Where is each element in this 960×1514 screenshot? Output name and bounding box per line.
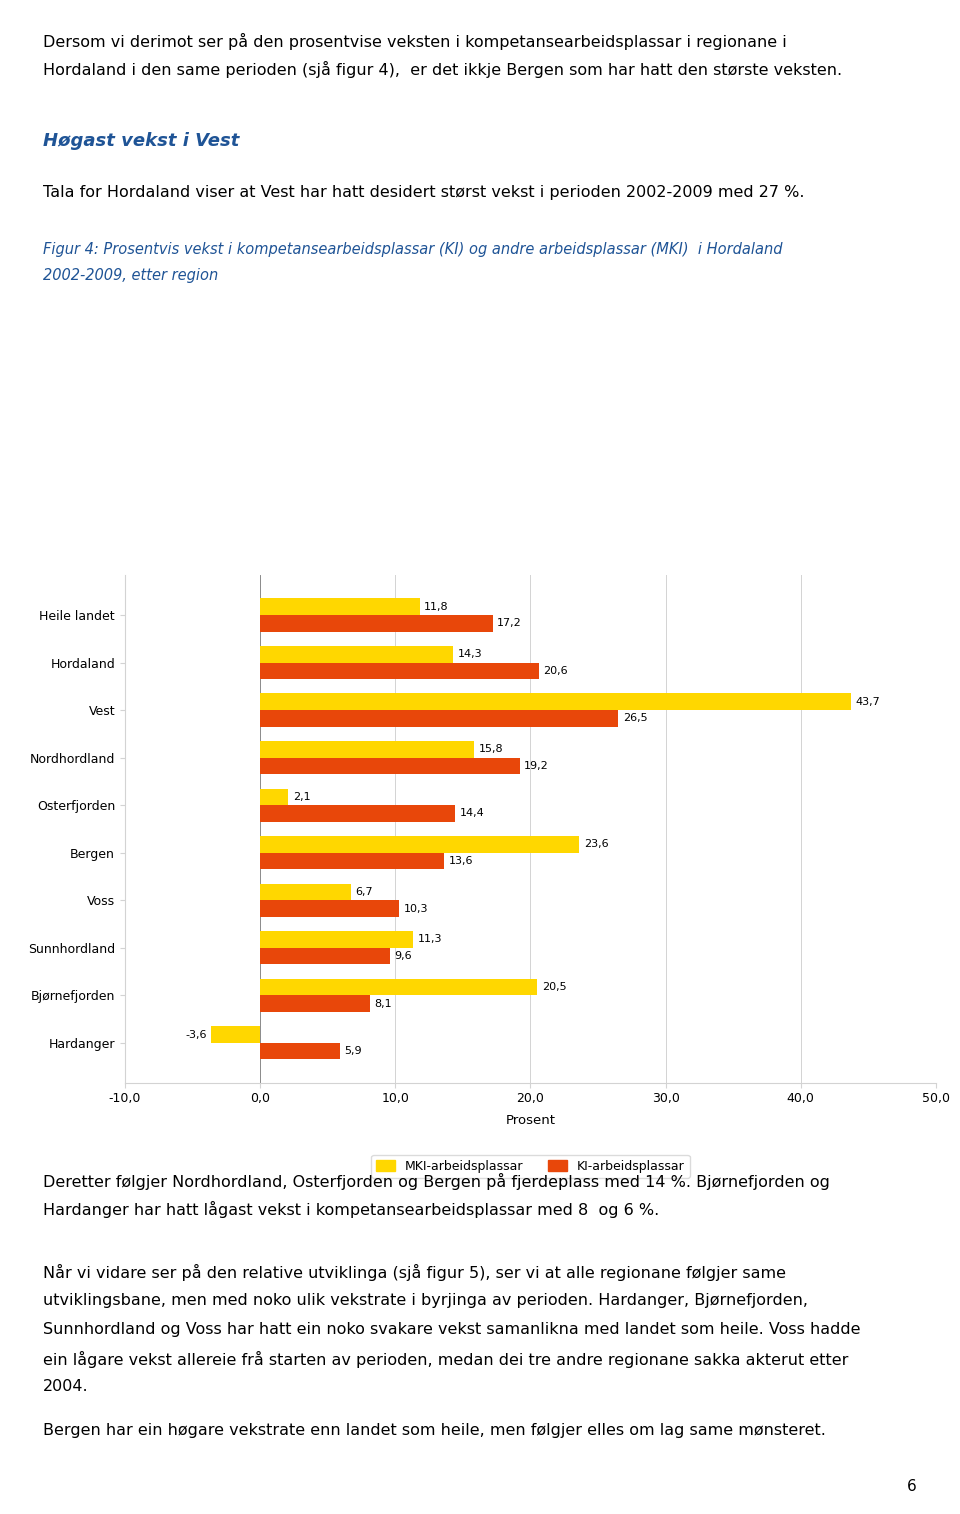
Bar [260,978,538,995]
Bar [260,789,288,805]
Text: 2002-2009, etter region: 2002-2009, etter region [43,268,219,283]
Bar [260,757,519,774]
Text: 10,3: 10,3 [404,904,428,913]
Text: Høgast vekst i Vest: Høgast vekst i Vest [43,132,240,150]
Text: 5,9: 5,9 [345,1046,362,1057]
Bar [260,740,473,757]
Bar [260,948,390,964]
Text: Dersom vi derimot ser på den prosentvise veksten i kompetansearbeidsplassar i re: Dersom vi derimot ser på den prosentvise… [43,33,787,50]
Text: Figur 4: Prosentvis vekst i kompetansearbeidsplassar (KI) og andre arbeidsplassa: Figur 4: Prosentvis vekst i kompetansear… [43,242,782,257]
Text: 14,4: 14,4 [460,808,484,819]
Text: Tala for Hordaland viser at Vest har hatt desidert størst vekst i perioden 2002-: Tala for Hordaland viser at Vest har hat… [43,185,804,200]
Bar [260,901,399,917]
Bar [260,710,618,727]
Text: 6,7: 6,7 [355,887,372,896]
Text: 19,2: 19,2 [524,762,549,771]
X-axis label: Prosent: Prosent [505,1114,556,1126]
Text: 23,6: 23,6 [584,839,609,849]
Bar [260,646,453,663]
Bar [260,615,492,631]
Text: 9,6: 9,6 [395,951,412,961]
Text: 14,3: 14,3 [458,650,483,659]
Text: 2004.: 2004. [43,1379,89,1394]
Bar [260,931,413,948]
Text: 6: 6 [907,1479,917,1494]
Bar [260,663,539,680]
Text: ein lågare vekst allereie frå starten av perioden, medan dei tre andre regionane: ein lågare vekst allereie frå starten av… [43,1350,849,1367]
Text: 8,1: 8,1 [374,999,392,1008]
Text: 20,6: 20,6 [543,666,568,675]
Text: 11,8: 11,8 [424,601,449,612]
Text: 20,5: 20,5 [541,983,566,992]
Text: 26,5: 26,5 [623,713,648,724]
Bar [260,1043,340,1060]
Text: Når vi vidare ser på den relative utviklinga (sjå figur 5), ser vi at alle regio: Når vi vidare ser på den relative utvikl… [43,1264,786,1281]
Text: 43,7: 43,7 [855,696,880,707]
Bar [260,884,350,901]
Text: Sunnhordland og Voss har hatt ein noko svakare vekst samanlikna med landet som h: Sunnhordland og Voss har hatt ein noko s… [43,1322,861,1337]
Bar [211,1026,260,1043]
Text: 15,8: 15,8 [478,745,503,754]
Text: Bergen har ein høgare vekstrate enn landet som heile, men følgjer elles om lag s: Bergen har ein høgare vekstrate enn land… [43,1423,826,1438]
Text: 11,3: 11,3 [418,934,442,945]
Bar [260,836,579,852]
Text: utviklingsbane, men med noko ulik vekstrate i byrjinga av perioden. Hardanger, B: utviklingsbane, men med noko ulik vekstr… [43,1293,808,1308]
Text: 2,1: 2,1 [293,792,311,802]
Text: Hordaland i den same perioden (sjå figur 4),  er det ikkje Bergen som har hatt d: Hordaland i den same perioden (sjå figur… [43,61,842,77]
Text: -3,6: -3,6 [185,1030,206,1040]
Text: 17,2: 17,2 [497,618,522,628]
Text: 13,6: 13,6 [448,855,473,866]
Bar [260,805,455,822]
Bar [260,693,851,710]
Bar [260,598,420,615]
Text: Hardanger har hatt lågast vekst i kompetansearbeidsplassar med 8  og 6 %.: Hardanger har hatt lågast vekst i kompet… [43,1201,660,1217]
Legend: MKI-arbeidsplassar, KI-arbeidsplassar: MKI-arbeidsplassar, KI-arbeidsplassar [371,1155,690,1178]
Bar [260,995,370,1011]
Bar [260,852,444,869]
Text: Deretter følgjer Nordhordland, Osterfjorden og Bergen på fjerdeplass med 14 %. B: Deretter følgjer Nordhordland, Osterfjor… [43,1173,830,1190]
